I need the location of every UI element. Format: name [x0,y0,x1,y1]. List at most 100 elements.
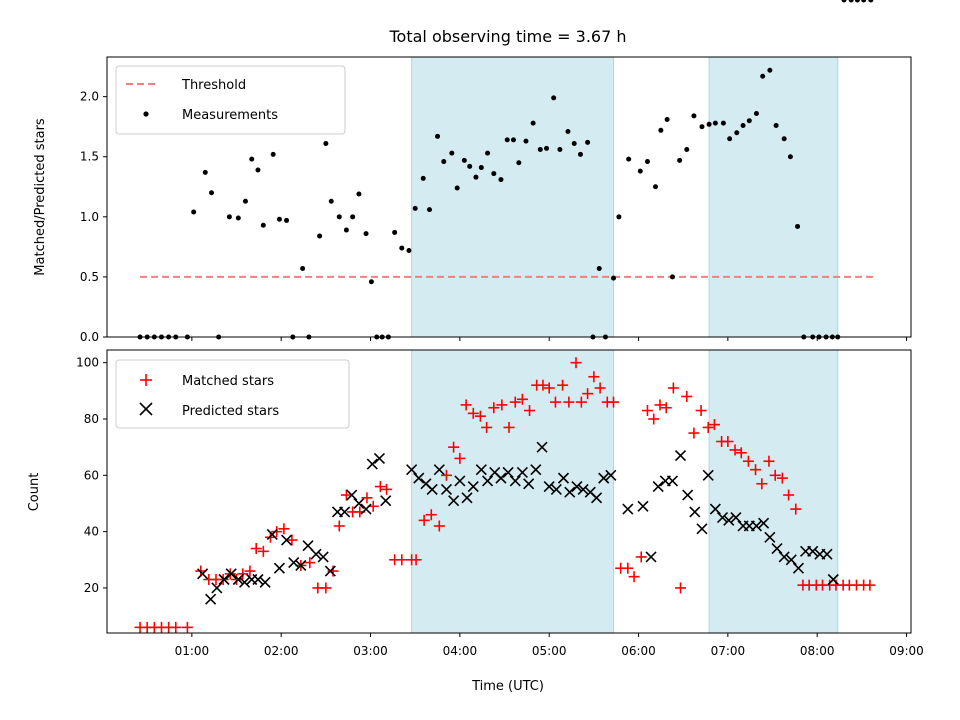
predicted-star-marker [557,472,570,484]
matched-star-marker [557,379,569,391]
predicted-star-marker [373,452,386,464]
measurement-point [368,279,374,285]
predicted-star-marker [543,481,555,493]
matched-star-marker [271,526,283,538]
bottom-axis-ticks: 01:00 02:00 03:00 04:00 05:00 06:00 07:00 08:00… [76,356,924,658]
measurement-point [658,127,664,133]
measurement-point [392,229,398,235]
matched-star-marker [286,534,298,546]
predicted-star-marker [211,582,223,594]
top-y-tick-label: 2.0 [80,90,99,104]
measurement-point [270,151,276,157]
predicted-star-marker [821,548,833,560]
measurement-point [684,147,690,153]
legend-matched-swatch [140,374,152,386]
measurement-point [565,129,571,135]
predicted-star-marker [536,441,548,453]
measurement-point [260,222,266,228]
predicted-star-marker [723,514,735,526]
matched-star-marker [608,396,620,408]
measurement-point [669,274,675,280]
predicted-star-marker [550,483,562,495]
matched-star-marker [776,472,788,484]
predicted-star-marker [702,469,714,481]
predicted-star-marker [785,554,797,566]
matched-star-markers [134,357,876,633]
matched-star-marker [509,396,521,408]
measurement-point [356,191,362,197]
predicted-star-marker [689,506,701,518]
predicted-star-marker [564,486,576,498]
measurement-point [585,139,591,145]
measurement-point [516,160,522,166]
measurement-point [781,136,787,142]
x-tick-label: 01:00 [175,644,210,658]
matched-star-marker [496,399,508,411]
shaded-interval-0 [411,56,615,338]
predicted-star-marker [366,458,378,470]
measurement-point [510,137,516,143]
predicted-star-marker [730,511,742,524]
matched-star-marker [543,382,555,394]
measurement-point [760,73,766,79]
matched-star-marker [488,402,500,414]
matched-star-marker [304,557,316,569]
predicted-star-marker [288,557,300,569]
matched-star-marker [790,503,802,515]
matched-star-marker [783,489,795,501]
measurement-points [137,0,874,340]
predicted-star-markers [197,441,839,605]
predicted-star-marker [827,573,839,586]
matched-star-marker [563,396,575,408]
bottom-legend-box [115,359,350,429]
matched-star-marker [549,396,561,408]
matched-star-marker [763,455,775,467]
predicted-star-marker [750,520,763,532]
matched-star-marker [181,621,193,633]
matched-star-marker [660,402,672,414]
measurement-point [767,67,773,73]
matched-star-marker [524,405,536,417]
predicted-star-marker [353,497,365,510]
bottom-y-tick-label: 100 [76,356,99,370]
matched-star-marker [729,444,741,456]
top-y-tick-label: 0.0 [80,330,99,344]
matched-star-marker [708,419,720,431]
predicted-star-marker [218,573,230,586]
predicted-star-marker [516,466,528,479]
measurement-point [235,215,241,221]
measurement-point [300,266,306,272]
measurement-point [399,245,405,251]
top-panel: 0.0 0.5 1.0 1.5 2.0 Threshold Measurements M… [33,0,912,344]
predicted-star-marker [346,489,358,501]
predicted-star-marker [652,481,664,493]
measurement-point [571,141,577,147]
measurement-point [276,216,282,222]
predicted-star-marker [461,492,473,504]
matched-star-marker [735,447,747,459]
measurement-point [435,133,441,139]
predicted-star-marker [590,492,603,504]
predicted-star-marker [205,593,217,605]
top-shaded-intervals [411,56,839,338]
measurement-point [841,0,847,3]
predicted-star-marker [324,565,336,577]
measurement-point [611,275,617,281]
bottom-y-tick-label: 80 [84,412,99,426]
matched-star-marker [418,514,430,526]
shaded-interval-0 [411,349,615,634]
predicted-star-marker [360,503,372,515]
measurement-point [787,154,793,160]
matched-star-marker [582,388,594,400]
matched-star-marker [170,621,182,633]
predicted-star-marker [495,472,507,484]
measurement-point [317,233,323,239]
shaded-interval-1 [708,56,839,338]
chart-title: Total observing time = 3.67 h [388,27,626,46]
matched-star-marker [340,489,352,501]
legend-measurements-swatch [143,111,149,117]
measurement-point [551,95,557,101]
x-tick-label: 04:00 [443,644,478,658]
measurement-point [727,136,733,142]
matched-star-marker [410,554,422,566]
